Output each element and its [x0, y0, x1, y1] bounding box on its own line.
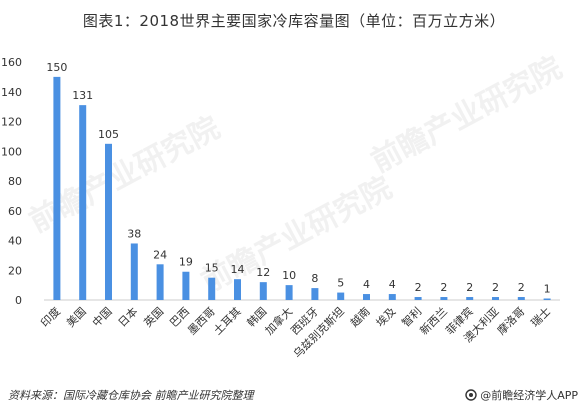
y-tick-label: 160 [1, 56, 22, 69]
x-tick-label: 新西兰 [417, 304, 450, 337]
footer: 资料来源：国际冷藏仓库协会 前瞻产业研究院整理 @前瞻经济学人APP [8, 387, 578, 405]
bar [130, 243, 138, 300]
data-label: 2 [440, 281, 447, 294]
y-tick-label: 100 [1, 145, 22, 158]
bar [414, 297, 422, 300]
data-label: 150 [46, 61, 67, 74]
bar [337, 292, 345, 300]
bar [105, 143, 112, 300]
data-label: 4 [389, 278, 396, 291]
data-label: 105 [98, 128, 119, 141]
brand-icon [465, 389, 477, 401]
brand-text: @前瞻经济学人APP [480, 389, 578, 402]
bar [363, 294, 370, 300]
y-tick-label: 40 [8, 235, 22, 248]
data-label: 10 [282, 269, 296, 282]
data-label: 15 [205, 262, 219, 275]
data-label: 8 [311, 272, 318, 285]
source-note: 资料来源：国际冷藏仓库协会 前瞻产业研究院整理 [8, 389, 254, 402]
bar [466, 297, 474, 300]
bar [492, 297, 499, 300]
bar [440, 297, 448, 300]
data-label: 24 [153, 248, 167, 261]
bar [182, 271, 190, 300]
data-label: 2 [415, 281, 422, 294]
bar [517, 297, 525, 300]
x-tick-label: 墨西哥 [185, 305, 218, 338]
bar [208, 277, 216, 300]
y-tick-label: 80 [8, 175, 22, 188]
bar [53, 76, 61, 300]
data-label: 1 [544, 283, 551, 296]
bar [543, 298, 551, 300]
bar [79, 105, 87, 300]
data-label: 2 [466, 281, 473, 294]
x-tick-label: 英国 [141, 304, 166, 329]
data-label: 2 [492, 281, 499, 294]
bar [311, 288, 319, 300]
y-tick-label: 140 [1, 86, 22, 99]
data-label: 5 [337, 277, 344, 290]
y-tick-label: 20 [8, 264, 22, 277]
bar [285, 285, 293, 300]
x-tick-label: 瑞士 [528, 304, 553, 329]
data-label: 12 [256, 266, 270, 279]
y-tick-label: 60 [8, 205, 22, 218]
x-tick-label: 中国 [90, 305, 115, 330]
x-tick-label: 加拿大 [262, 304, 295, 337]
x-tick-label: 越南 [347, 304, 372, 329]
x-tick-label: 埃及 [373, 304, 398, 329]
x-tick-label: 美国 [64, 305, 89, 330]
x-tick-label: 土耳其 [211, 305, 244, 338]
x-tick-label: 摩洛哥 [494, 304, 527, 337]
bar [388, 294, 396, 300]
bar [259, 282, 267, 300]
y-tick-label: 0 [15, 294, 22, 307]
data-label: 38 [127, 227, 141, 240]
data-label: 19 [179, 256, 193, 269]
data-label: 131 [72, 89, 93, 102]
x-tick-label: 日本 [115, 304, 140, 329]
bar [234, 279, 241, 300]
data-label: 4 [363, 278, 370, 291]
data-label: 2 [518, 281, 525, 294]
brand-credit: @前瞻经济学人APP [465, 387, 578, 403]
data-label: 14 [231, 263, 245, 276]
x-tick-label: 印度 [38, 304, 63, 329]
bar [156, 264, 164, 300]
chart-title: 图表1：2018世界主要国家冷库容量图（单位：百万立方米） [82, 12, 506, 30]
y-tick-label: 120 [1, 116, 22, 129]
